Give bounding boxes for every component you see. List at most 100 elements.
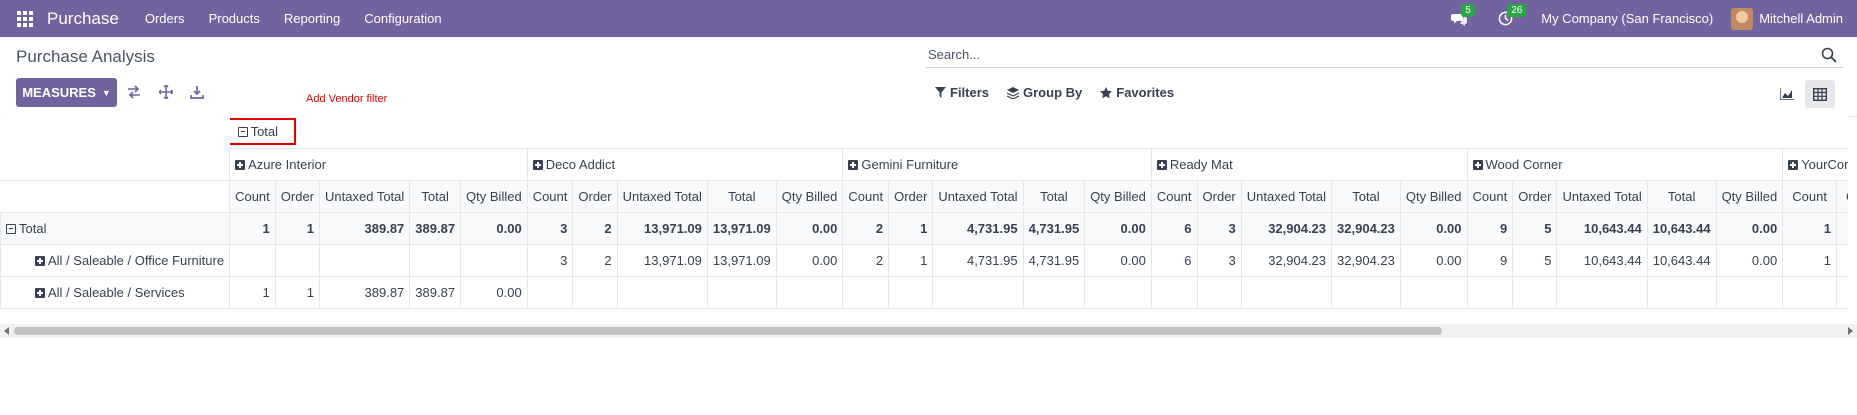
scroll-left-arrow-icon[interactable] (4, 327, 9, 335)
pivot-cell[interactable]: 4,731.95 (932, 211, 1024, 245)
pivot-cell[interactable]: 13,971.09 (706, 243, 777, 277)
user-avatar[interactable] (1731, 7, 1754, 30)
pivot-cell[interactable]: 2 (572, 211, 618, 245)
pivot-cell[interactable] (1646, 275, 1717, 309)
scroll-right-arrow-icon[interactable] (1848, 327, 1853, 335)
pivot-cell[interactable]: 1 (1782, 243, 1838, 277)
measure-header[interactable]: Qty Billed (775, 179, 844, 213)
pivot-cell[interactable]: 4,731.95 (1022, 211, 1086, 245)
pivot-cell[interactable] (319, 243, 411, 277)
measure-header[interactable]: Order (888, 179, 934, 213)
pivot-cell[interactable]: 3 (1196, 211, 1242, 245)
pivot-cell[interactable] (1084, 275, 1152, 309)
pivot-cell[interactable]: 4,731.95 (932, 243, 1024, 277)
pivot-cell[interactable]: 9 (1466, 243, 1514, 277)
pivot-cell[interactable]: 1 (888, 243, 934, 277)
graph-view-icon[interactable] (1772, 80, 1802, 108)
measure-header[interactable]: Count (1782, 179, 1838, 213)
pivot-cell[interactable] (1240, 275, 1333, 309)
measure-header[interactable]: Untaxed Total (1556, 179, 1648, 213)
vendor-header[interactable]: Azure Interior (229, 147, 528, 181)
row-group-header[interactable]: All / Saleable / Office Furniture (0, 243, 231, 277)
vendor-header[interactable]: Ready Mat (1150, 147, 1468, 181)
measure-header[interactable]: Count (1466, 179, 1514, 213)
pivot-cell[interactable]: 0.00 (460, 275, 528, 309)
pivot-cell[interactable]: 0.00 (1399, 243, 1468, 277)
pivot-cell[interactable]: 0.00 (775, 211, 844, 245)
pivot-cell[interactable]: 13,971.09 (616, 211, 708, 245)
filters-button[interactable]: Filters (935, 85, 989, 100)
measure-header[interactable]: Order (274, 179, 321, 213)
pivot-cell[interactable]: 10,643.44 (1646, 243, 1717, 277)
measure-header[interactable]: Total (1022, 179, 1086, 213)
measure-header[interactable]: Total (409, 179, 462, 213)
measure-header[interactable]: Count (229, 179, 276, 213)
measure-header[interactable]: Count (842, 179, 890, 213)
pivot-cell[interactable]: 10,643.44 (1646, 211, 1717, 245)
pivot-cell[interactable]: 389.87 (409, 275, 462, 309)
measures-button[interactable]: MEASURES ▼ (16, 78, 117, 107)
measure-header[interactable]: Qty Billed (1399, 179, 1468, 213)
pivot-cell[interactable]: 32,904.23 (1240, 211, 1333, 245)
pivot-cell[interactable] (274, 243, 321, 277)
pivot-cell[interactable]: 1 (274, 275, 321, 309)
pivot-cell[interactable]: 1 (274, 211, 321, 245)
pivot-cell[interactable] (706, 275, 777, 309)
pivot-cell[interactable]: 1 (1836, 243, 1848, 277)
pivot-cell[interactable] (932, 275, 1024, 309)
pivot-cell[interactable] (616, 275, 708, 309)
search-input[interactable] (926, 47, 1821, 62)
pivot-cell[interactable]: 13,971.09 (706, 211, 777, 245)
vendor-header[interactable]: Wood Corner (1466, 147, 1784, 181)
menu-orders[interactable]: Orders (144, 11, 185, 26)
pivot-cell[interactable] (1715, 275, 1784, 309)
measure-header[interactable]: Order (1836, 179, 1848, 213)
pivot-cell[interactable] (1512, 275, 1558, 309)
pivot-cell[interactable]: 32,904.23 (1240, 243, 1333, 277)
pivot-cell[interactable]: 0.00 (1715, 211, 1784, 245)
pivot-cell[interactable] (842, 275, 890, 309)
measure-header[interactable]: Count (526, 179, 574, 213)
measure-header[interactable]: Count (1150, 179, 1198, 213)
pivot-cell[interactable]: 32,904.23 (1331, 211, 1401, 245)
pivot-cell[interactable]: 5 (1512, 211, 1558, 245)
pivot-cell[interactable]: 1 (229, 211, 276, 245)
pivot-cell[interactable] (1836, 275, 1848, 309)
row-total-header[interactable]: Total (0, 211, 231, 245)
menu-products[interactable]: Products (208, 11, 260, 26)
vendor-header[interactable]: YourCompany (1782, 147, 1848, 181)
pivot-cell[interactable]: 10,643.44 (1556, 243, 1648, 277)
measure-header[interactable]: Untaxed Total (319, 179, 411, 213)
measure-header[interactable]: Qty Billed (1715, 179, 1784, 213)
apps-menu-icon[interactable] (17, 10, 33, 27)
pivot-cell[interactable] (888, 275, 934, 309)
pivot-cell[interactable]: 2 (572, 243, 618, 277)
favorites-button[interactable]: Favorites (1100, 85, 1174, 100)
pivot-cell[interactable]: 6 (1150, 243, 1198, 277)
measure-header[interactable]: Order (1512, 179, 1558, 213)
pivot-cell[interactable]: 389.87 (409, 211, 462, 245)
expand-all-icon[interactable] (157, 83, 175, 101)
measure-header[interactable]: Qty Billed (460, 179, 528, 213)
vendor-header[interactable]: Gemini Furniture (842, 147, 1152, 181)
messages-icon[interactable]: 5 (1449, 3, 1475, 29)
pivot-cell[interactable] (1022, 275, 1086, 309)
pivot-cell[interactable]: 3 (1196, 243, 1242, 277)
horizontal-scrollbar[interactable] (0, 324, 1857, 338)
company-switcher[interactable]: My Company (San Francisco) (1541, 11, 1714, 26)
menu-reporting[interactable]: Reporting (283, 11, 341, 26)
pivot-cell[interactable] (572, 275, 618, 309)
scrollbar-thumb[interactable] (14, 327, 1442, 335)
pivot-cell[interactable]: 0.00 (1715, 243, 1784, 277)
pivot-cell[interactable]: 0.00 (460, 211, 528, 245)
download-icon[interactable] (188, 83, 206, 101)
pivot-cell[interactable] (1196, 275, 1242, 309)
pivot-cell[interactable] (1331, 275, 1401, 309)
pivot-cell[interactable]: 2 (842, 211, 890, 245)
measure-header[interactable]: Untaxed Total (1240, 179, 1333, 213)
pivot-view-icon[interactable] (1805, 80, 1835, 108)
menu-configuration[interactable]: Configuration (364, 11, 442, 26)
measure-header[interactable]: Untaxed Total (616, 179, 708, 213)
column-total-toggle[interactable]: Total (229, 118, 297, 146)
measure-header[interactable]: Qty Billed (1084, 179, 1152, 213)
